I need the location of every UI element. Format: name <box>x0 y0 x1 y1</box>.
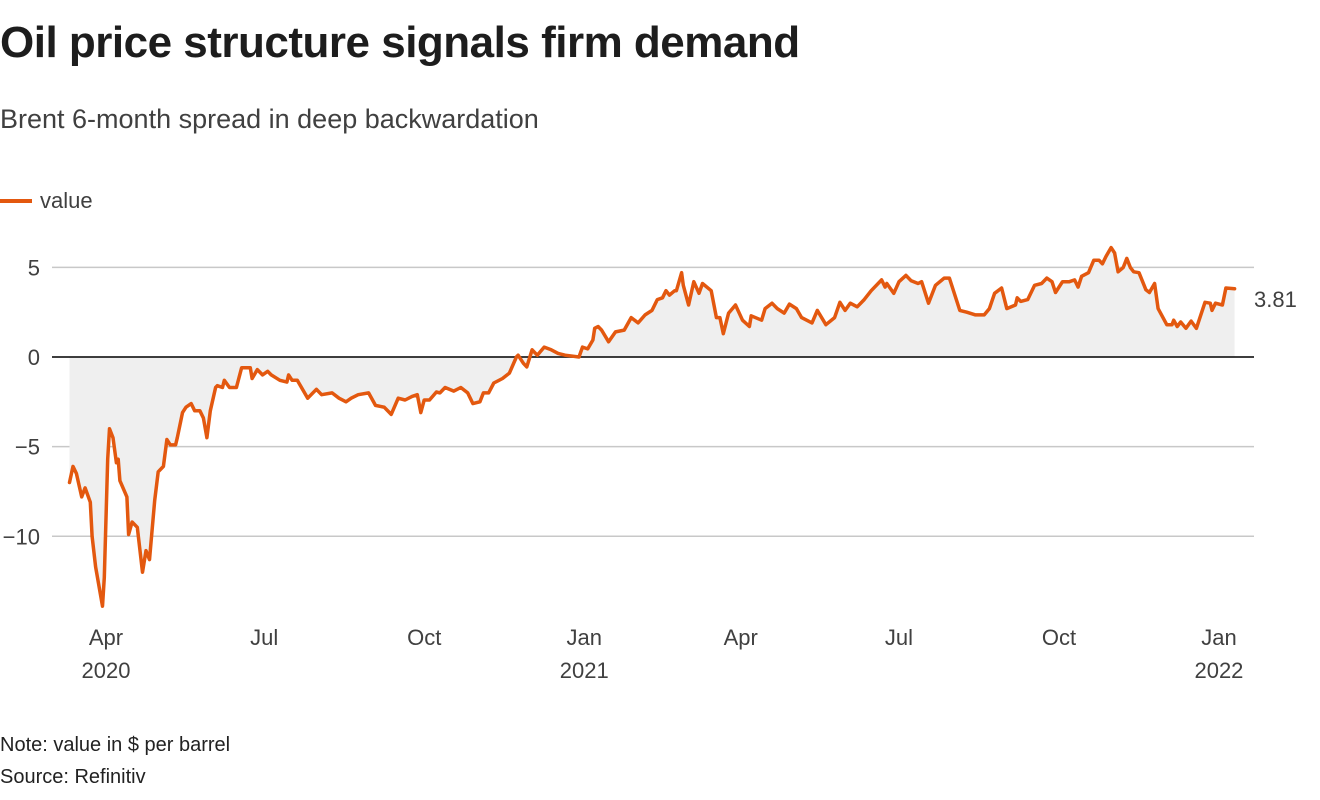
x-tick-label: Jan <box>1201 625 1236 650</box>
x-tick-label: Jan <box>566 625 601 650</box>
series-line-value <box>67 245 1237 608</box>
chart-title: Oil price structure signals firm demand <box>0 18 800 67</box>
end-value-label: 3.81 <box>1254 287 1297 312</box>
legend: value <box>0 188 93 214</box>
legend-label-value: value <box>40 188 93 213</box>
x-tick-year-label: 2022 <box>1194 658 1243 683</box>
x-tick-label: Apr <box>89 625 123 650</box>
x-tick-label: Oct <box>407 625 441 650</box>
x-tick-label: Jul <box>250 625 278 650</box>
legend-swatch-value <box>0 199 32 203</box>
x-tick-year-label: 2020 <box>82 658 131 683</box>
x-tick-label: Apr <box>724 625 758 650</box>
y-tick-label: 5 <box>28 255 40 280</box>
gridlines <box>52 266 1254 538</box>
y-tick-label: 0 <box>28 345 40 370</box>
chart-subtitle: Brent 6-month spread in deep backwardati… <box>0 104 539 134</box>
x-tick-label: Oct <box>1042 625 1076 650</box>
x-tick-year-label: 2021 <box>560 658 609 683</box>
y-tick-label: −10 <box>3 524 40 549</box>
chart-plot: 5 0 −5 −10 Apr 2020 Jul Oct Jan 2021 Apr Jul Oct Jan… <box>3 245 1297 683</box>
x-tick-label: Jul <box>885 625 913 650</box>
series-area-value <box>69 247 1235 607</box>
y-tick-label: −5 <box>15 435 40 460</box>
note-text: Note: value in $ per barrel <box>0 734 231 756</box>
source-text: Source: Refinitiv <box>0 766 146 788</box>
